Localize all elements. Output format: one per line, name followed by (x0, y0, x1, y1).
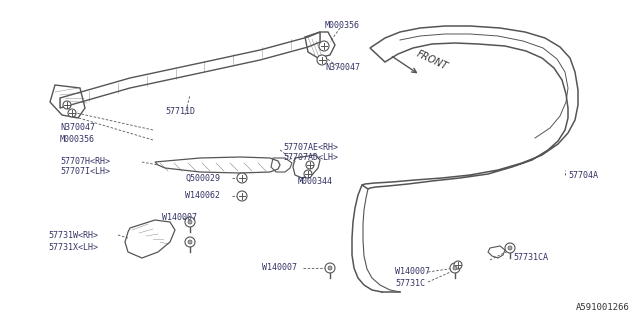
Text: M000344: M000344 (298, 178, 333, 187)
Text: A591001266: A591001266 (576, 303, 630, 312)
Text: N370047: N370047 (325, 63, 360, 73)
Circle shape (325, 263, 335, 273)
Circle shape (185, 237, 195, 247)
Circle shape (319, 41, 329, 51)
Text: M000356: M000356 (60, 135, 95, 145)
Circle shape (237, 173, 247, 183)
Text: FRONT: FRONT (415, 49, 449, 72)
Circle shape (317, 55, 327, 65)
Circle shape (188, 220, 192, 224)
Circle shape (454, 261, 462, 269)
Text: 57707AD<LH>: 57707AD<LH> (283, 154, 338, 163)
Circle shape (188, 240, 192, 244)
Text: N370047: N370047 (60, 124, 95, 132)
Text: 57707H<RH>: 57707H<RH> (60, 157, 110, 166)
Text: 57711D: 57711D (165, 108, 195, 116)
Circle shape (306, 161, 314, 169)
Circle shape (505, 243, 515, 253)
Text: W140007: W140007 (162, 213, 197, 222)
Text: Q500029: Q500029 (185, 173, 220, 182)
Circle shape (450, 263, 460, 273)
Text: 57731C: 57731C (395, 279, 425, 289)
Text: M000356: M000356 (325, 20, 360, 29)
Circle shape (237, 191, 247, 201)
Circle shape (453, 266, 457, 270)
Text: 57731W<RH>: 57731W<RH> (48, 230, 98, 239)
Circle shape (185, 217, 195, 227)
Text: W140007: W140007 (262, 263, 297, 273)
Text: 57704A: 57704A (568, 171, 598, 180)
Circle shape (304, 170, 312, 178)
Text: W140062: W140062 (185, 191, 220, 201)
Circle shape (68, 109, 76, 117)
Text: 57731X<LH>: 57731X<LH> (48, 244, 98, 252)
Circle shape (63, 101, 71, 109)
Text: 57707I<LH>: 57707I<LH> (60, 167, 110, 177)
Text: 57731CA: 57731CA (513, 253, 548, 262)
Text: W140007: W140007 (395, 268, 430, 276)
Circle shape (508, 246, 512, 250)
Circle shape (328, 266, 332, 270)
Text: 57707AE<RH>: 57707AE<RH> (283, 143, 338, 153)
